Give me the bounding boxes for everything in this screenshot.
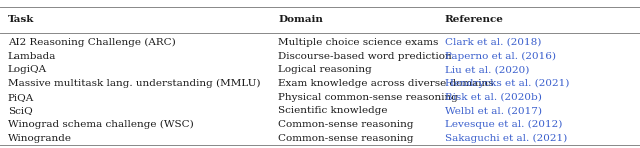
Text: Discourse-based word prediction: Discourse-based word prediction <box>278 52 452 61</box>
Text: Welbl et al. (2017): Welbl et al. (2017) <box>445 106 542 115</box>
Text: Domain: Domain <box>278 16 323 24</box>
Text: Hendrycks et al. (2021): Hendrycks et al. (2021) <box>445 79 569 88</box>
Text: Common-sense reasoning: Common-sense reasoning <box>278 120 414 129</box>
Text: PiQA: PiQA <box>8 93 34 102</box>
Text: Bisk et al. (2020b): Bisk et al. (2020b) <box>445 93 541 102</box>
Text: Winogrande: Winogrande <box>8 134 72 143</box>
Text: Clark et al. (2018): Clark et al. (2018) <box>445 38 541 47</box>
Text: Common-sense reasoning: Common-sense reasoning <box>278 134 414 143</box>
Text: Multiple choice science exams: Multiple choice science exams <box>278 38 439 47</box>
Text: SciQ: SciQ <box>8 106 33 115</box>
Text: Logical reasoning: Logical reasoning <box>278 65 372 74</box>
Text: Liu et al. (2020): Liu et al. (2020) <box>445 65 529 74</box>
Text: Task: Task <box>8 16 34 24</box>
Text: Exam knowledge across diverse domains: Exam knowledge across diverse domains <box>278 79 494 88</box>
Text: Paperno et al. (2016): Paperno et al. (2016) <box>445 52 556 61</box>
Text: Massive multitask lang. understanding (MMLU): Massive multitask lang. understanding (M… <box>8 79 260 88</box>
Text: AI2 Reasoning Challenge (ARC): AI2 Reasoning Challenge (ARC) <box>8 38 175 47</box>
Text: Levesque et al. (2012): Levesque et al. (2012) <box>445 120 562 129</box>
Text: LogiQA: LogiQA <box>8 65 47 74</box>
Text: Scientific knowledge: Scientific knowledge <box>278 106 388 115</box>
Text: Lambada: Lambada <box>8 52 56 61</box>
Text: Sakaguchi et al. (2021): Sakaguchi et al. (2021) <box>445 134 567 143</box>
Text: Physical common-sense reasoning: Physical common-sense reasoning <box>278 93 458 102</box>
Text: Winograd schema challenge (WSC): Winograd schema challenge (WSC) <box>8 120 193 129</box>
Text: Reference: Reference <box>445 16 504 24</box>
